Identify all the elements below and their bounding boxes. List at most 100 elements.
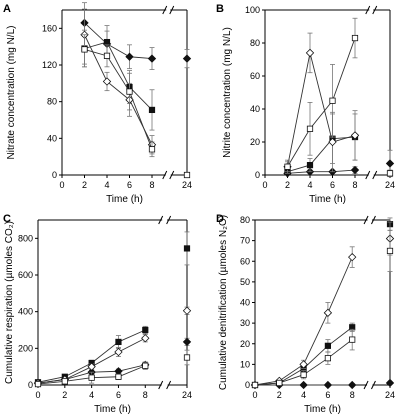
data-point — [350, 131, 360, 140]
data-point — [87, 362, 96, 371]
y-tick-label: 20 — [240, 339, 250, 349]
data-point — [182, 306, 192, 315]
y-tick-label: 40 — [250, 104, 260, 114]
data-point — [251, 381, 259, 389]
data-point — [148, 146, 156, 153]
data-point — [182, 337, 192, 347]
data-point — [324, 342, 332, 349]
data-point — [183, 245, 191, 252]
x-tick-label: 0 — [252, 390, 257, 400]
y-axis-label: Cumulative denitrification (µmoles N₂O) — [218, 215, 229, 390]
axis-break-mark — [169, 170, 175, 180]
series-line — [287, 37, 356, 167]
y-tick-label: 20 — [250, 137, 260, 147]
series-diamond-filled — [283, 149, 395, 178]
x-tick-label: 4 — [307, 180, 312, 190]
series-square-open — [34, 349, 191, 388]
y-tick-label: 80 — [240, 215, 250, 225]
axis-break-mark — [166, 380, 172, 390]
x-tick-label: 6 — [116, 390, 121, 400]
x-tick-label: 6 — [325, 390, 330, 400]
x-axis-label: Time (h) — [106, 194, 143, 205]
y-tick-label: 50 — [240, 277, 250, 287]
axis-break-mark — [169, 5, 175, 15]
axis-break-mark — [372, 170, 378, 180]
x-tick-label: 4 — [89, 390, 94, 400]
data-point — [115, 338, 122, 346]
panel-label: D — [216, 213, 224, 225]
x-tick-label: 8 — [352, 180, 357, 190]
data-point — [34, 380, 42, 388]
series-line — [84, 22, 153, 60]
y-tick-label: 70 — [240, 236, 250, 246]
data-point — [329, 97, 336, 104]
x-tick-label: 8 — [143, 390, 148, 400]
axis-break-mark — [371, 215, 376, 225]
data-point — [102, 77, 112, 86]
data-point — [385, 159, 395, 168]
axis-break-mark — [371, 380, 376, 390]
data-point — [88, 374, 95, 381]
x-tick-label: 0 — [35, 390, 40, 400]
y-tick-label: 0 — [255, 170, 260, 180]
data-point — [142, 362, 149, 369]
series-square-open — [251, 229, 394, 389]
top-break-gap — [367, 218, 372, 222]
x-tick-label: 24 — [385, 180, 395, 190]
axis-break-mark — [363, 215, 369, 225]
data-point — [141, 334, 150, 343]
data-point — [324, 355, 332, 362]
series-line — [287, 52, 356, 167]
x-axis-label: Time (h) — [304, 404, 341, 415]
x-axis-label: Time (h) — [94, 404, 131, 415]
data-point — [386, 247, 394, 255]
y-tick-label: 200 — [18, 343, 33, 353]
series-square-filled — [81, 25, 156, 131]
axis-break-mark — [363, 380, 369, 390]
y-tick-label: 30 — [240, 318, 250, 328]
data-point — [114, 347, 123, 357]
data-point — [183, 171, 191, 179]
series-line — [287, 169, 356, 174]
series-diamond-open — [80, 2, 157, 155]
axis-break-mark — [158, 380, 164, 390]
x-tick-label: 8 — [350, 390, 355, 400]
y-tick-label: 40 — [47, 133, 57, 143]
data-point — [148, 106, 156, 114]
series-line — [287, 136, 356, 173]
data-point — [126, 88, 133, 95]
data-point — [349, 336, 356, 343]
y-tick-label: 0 — [28, 380, 33, 390]
x-tick-label: 2 — [82, 180, 87, 190]
series-line — [84, 48, 153, 150]
y-tick-label: 10 — [240, 359, 250, 369]
top-break-gap — [369, 8, 374, 12]
y-tick-label: 0 — [52, 170, 57, 180]
data-point — [147, 54, 157, 63]
x-tick-label: 2 — [62, 390, 67, 400]
x-tick-label: 4 — [301, 390, 306, 400]
axis-break-mark — [365, 170, 371, 180]
y-tick-label: 60 — [240, 256, 250, 266]
data-point — [182, 54, 192, 63]
data-point — [323, 380, 333, 390]
y-tick-label: 60 — [250, 71, 260, 81]
data-point — [115, 373, 122, 380]
data-point — [305, 48, 315, 58]
y-tick-label: 80 — [47, 97, 57, 107]
series-square-open — [81, 34, 191, 179]
data-point — [328, 137, 337, 147]
axis-break-mark — [162, 5, 168, 15]
data-point — [183, 354, 191, 361]
x-tick-label: 0 — [59, 180, 64, 190]
data-point — [103, 38, 111, 46]
y-axis-label: Nitrate concentration (mg N/L) — [6, 26, 17, 160]
series-diamond-filled — [33, 337, 192, 388]
data-point — [348, 252, 357, 262]
data-point — [284, 163, 291, 170]
axis-break-mark — [166, 215, 172, 225]
top-break-gap — [162, 218, 168, 222]
